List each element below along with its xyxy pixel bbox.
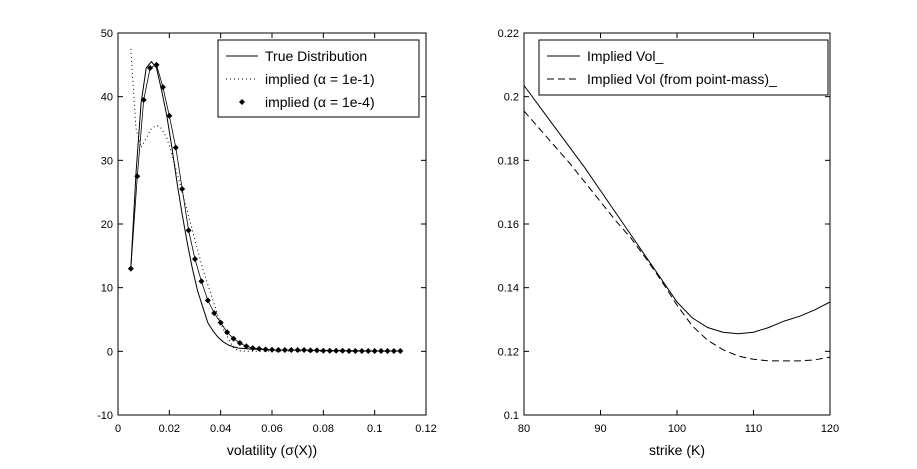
density-y-tick-label: 0 bbox=[107, 346, 113, 358]
implied-vol-plot-frame bbox=[523, 32, 831, 416]
density-x-axis-label: volatility (σ(X)) bbox=[227, 442, 317, 458]
series-line-implied-vol-from-point-mass bbox=[523, 110, 831, 362]
data-point-implied-1e-4 bbox=[127, 265, 134, 272]
data-point-implied-1e-4 bbox=[159, 84, 166, 91]
data-point-implied-1e-4 bbox=[236, 340, 243, 347]
data-point-implied-1e-4 bbox=[262, 346, 269, 353]
data-point-implied-1e-4 bbox=[358, 348, 365, 355]
series-line-implied-1e-1 bbox=[130, 48, 401, 352]
density-y-tick-label: 30 bbox=[101, 155, 113, 167]
data-point-implied-1e-4 bbox=[140, 96, 147, 103]
density-x-tick-label: 0.06 bbox=[261, 423, 282, 435]
data-point-implied-1e-4 bbox=[320, 347, 327, 354]
density-y-tick-label: 20 bbox=[101, 219, 113, 231]
implied-vol-x-axis-label: strike (K) bbox=[649, 442, 705, 458]
density-legend-box bbox=[217, 39, 420, 118]
density-legend: True Distribution implied (α = 1e-1) imp… bbox=[217, 39, 420, 118]
data-point-implied-1e-4 bbox=[230, 335, 237, 342]
implied-vol-x-tick-label: 120 bbox=[821, 423, 839, 435]
data-point-implied-1e-4 bbox=[326, 347, 333, 354]
implied-vol-y-tick-label: 0.18 bbox=[498, 155, 519, 167]
implied-vol-legend: Implied Vol_ Implied Vol (from point-mas… bbox=[538, 39, 829, 96]
implied-vol-x-tick-label: 100 bbox=[668, 423, 686, 435]
implied-vol-x-tick-label: 110 bbox=[745, 423, 763, 435]
data-point-implied-1e-4 bbox=[269, 346, 275, 353]
density-x-tick-label: 0 bbox=[115, 423, 121, 435]
implied-vol-series bbox=[523, 85, 831, 362]
data-point-implied-1e-4 bbox=[346, 348, 352, 355]
density-x-tick-label: 0.02 bbox=[159, 423, 180, 435]
data-point-implied-1e-4 bbox=[249, 345, 256, 352]
data-point-implied-1e-4 bbox=[288, 347, 295, 354]
data-point-implied-1e-4 bbox=[384, 348, 391, 355]
density-y-tick-label: 40 bbox=[101, 92, 113, 104]
data-point-implied-1e-4 bbox=[352, 348, 359, 355]
data-point-implied-1e-4 bbox=[333, 347, 340, 354]
data-point-implied-1e-4 bbox=[256, 345, 263, 352]
data-point-implied-1e-4 bbox=[217, 319, 224, 326]
data-point-implied-1e-4 bbox=[281, 347, 288, 354]
data-point-implied-1e-4 bbox=[185, 227, 192, 234]
data-point-implied-1e-4 bbox=[397, 348, 404, 355]
density-y-tick-label: 10 bbox=[101, 283, 113, 295]
data-point-implied-1e-4 bbox=[147, 65, 154, 72]
density-x-tick-label: 0.12 bbox=[415, 423, 436, 435]
data-point-implied-1e-4 bbox=[192, 256, 198, 263]
data-point-implied-1e-4 bbox=[166, 112, 173, 119]
data-point-implied-1e-4 bbox=[172, 144, 179, 151]
legend-label-implied-vol: Implied Vol_ bbox=[587, 48, 663, 64]
implied-vol-x-tick-label: 80 bbox=[518, 423, 530, 435]
data-point-implied-1e-4 bbox=[134, 173, 141, 180]
implied-vol-y-tick-label: 0.14 bbox=[498, 283, 519, 295]
implied-vol-y-tick-label: 0.2 bbox=[504, 92, 519, 104]
legend-label-implied-alpha-1e-4: implied (α = 1e-4) bbox=[265, 94, 375, 110]
data-point-implied-1e-4 bbox=[224, 329, 231, 336]
implied-vol-y-tick-label: 0.12 bbox=[498, 346, 519, 358]
implied-vol-chart: 80 90 100 110 1200.10.120.140.160.180.20.22 … bbox=[498, 28, 840, 458]
implied-vol-y-tick-label: 0.16 bbox=[498, 219, 519, 231]
implied-vol-legend-box bbox=[538, 39, 829, 96]
legend-label-implied-vol-point-mass: Implied Vol (from point-mass)_ bbox=[587, 71, 777, 87]
implied-vol-ticks: 80 90 100 110 120 0.1 0.12 0.14 0.16 0.18 0.2 0.22 bbox=[498, 28, 840, 435]
data-point-implied-1e-4 bbox=[307, 347, 314, 354]
data-point-implied-1e-4 bbox=[378, 348, 385, 355]
data-point-implied-1e-4 bbox=[313, 347, 320, 354]
density-series bbox=[127, 48, 404, 355]
series-line-implied-vol bbox=[523, 85, 831, 335]
implied-vol-x-tick-label: 90 bbox=[594, 423, 606, 435]
density-x-tick-label: 0.1 bbox=[367, 423, 382, 435]
legend-label-true-distribution: True Distribution bbox=[265, 48, 367, 64]
data-point-implied-1e-4 bbox=[179, 185, 186, 192]
density-y-tick-label: 50 bbox=[101, 28, 113, 40]
data-point-implied-1e-4 bbox=[153, 61, 160, 68]
data-point-implied-1e-4 bbox=[275, 347, 282, 354]
data-point-implied-1e-4 bbox=[365, 348, 372, 355]
density-x-tick-label: 0.04 bbox=[210, 423, 231, 435]
data-point-implied-1e-4 bbox=[243, 343, 250, 350]
data-point-implied-1e-4 bbox=[204, 297, 211, 304]
density-y-tick-label: -10 bbox=[97, 410, 113, 422]
legend-swatch-implied-alpha-1e-4 bbox=[239, 99, 245, 105]
data-point-implied-1e-4 bbox=[211, 310, 218, 317]
density-x-tick-label: 0.08 bbox=[313, 423, 334, 435]
data-point-implied-1e-4 bbox=[390, 348, 397, 355]
legend-label-implied-alpha-1e-1: implied (α = 1e-1) bbox=[265, 71, 375, 87]
data-point-implied-1e-4 bbox=[301, 347, 308, 354]
data-point-implied-1e-4 bbox=[371, 348, 378, 355]
data-point-implied-1e-4 bbox=[198, 278, 205, 285]
data-point-implied-1e-4 bbox=[294, 347, 301, 354]
implied-vol-y-tick-label: 0.22 bbox=[498, 28, 519, 40]
data-point-implied-1e-4 bbox=[339, 347, 346, 354]
implied-vol-y-tick-label: 0.1 bbox=[504, 410, 519, 422]
